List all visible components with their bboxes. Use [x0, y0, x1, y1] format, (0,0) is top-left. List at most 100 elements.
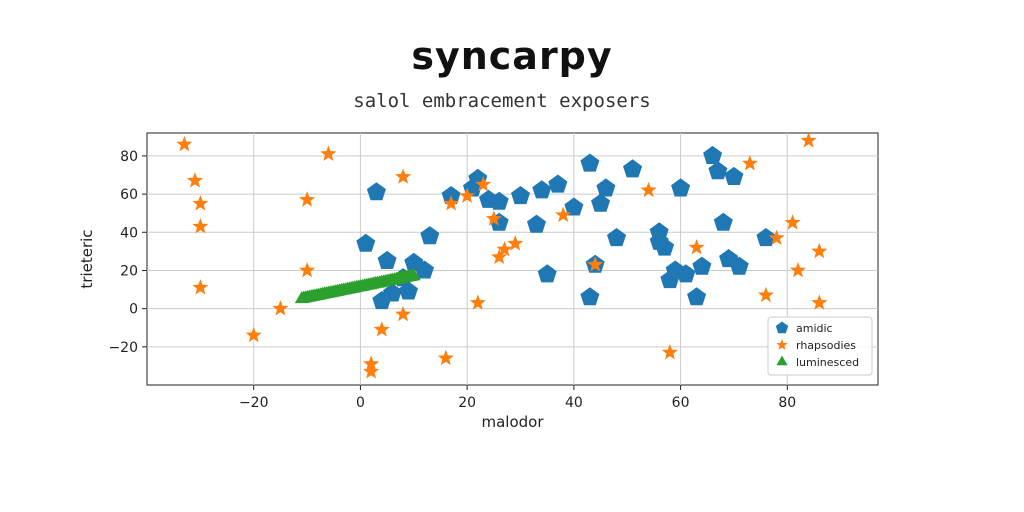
series-luminesced — [294, 268, 421, 304]
amidic-point — [564, 197, 584, 216]
y-tick-label: 20 — [120, 263, 138, 279]
rhapsodies-point — [485, 210, 502, 226]
amidic-point — [356, 233, 376, 252]
x-tick-label: 80 — [778, 395, 796, 411]
data-marks — [176, 133, 828, 379]
y-tick-label: −20 — [108, 340, 138, 356]
rhapsodies-point — [661, 344, 678, 360]
y-tick-label: 0 — [129, 302, 138, 318]
rhapsodies-point — [555, 206, 572, 222]
rhapsodies-point — [757, 286, 774, 303]
amidic-point — [489, 191, 509, 210]
amidic-point — [580, 287, 600, 306]
amidic-point — [607, 228, 627, 247]
rhapsodies-point — [741, 155, 758, 171]
series-rhapsodies — [176, 133, 828, 379]
y-tick-label: 40 — [120, 225, 138, 241]
rhapsodies-point — [299, 262, 316, 278]
amidic-point — [537, 264, 557, 283]
rhapsodies-point — [496, 241, 513, 257]
rhapsodies-point — [395, 305, 412, 322]
legend-label-amidic: amidic — [796, 322, 833, 335]
rhapsodies-point — [186, 172, 204, 188]
rhapsodies-point — [272, 300, 289, 316]
y-axis-label: trieteric — [78, 229, 96, 288]
chart-subtitle: salol embracement exposers — [353, 90, 651, 112]
amidic-point — [441, 186, 461, 205]
rhapsodies-point — [192, 195, 209, 211]
amidic-point — [511, 186, 530, 205]
rhapsodies-point — [395, 168, 412, 184]
rhapsodies-point — [469, 294, 486, 310]
rhapsodies-point — [320, 145, 337, 161]
plot-area — [146, 132, 879, 386]
amidic-point — [729, 256, 749, 275]
rhapsodies-point — [192, 218, 209, 234]
rhapsodies-point — [587, 256, 604, 272]
amidic-point — [532, 180, 552, 199]
amidic-point — [591, 193, 611, 212]
y-tick-label: 80 — [120, 149, 138, 165]
amidic-point — [527, 214, 546, 233]
rhapsodies-point — [811, 294, 828, 310]
x-tick-label: 60 — [672, 395, 690, 411]
rhapsodies-point — [491, 248, 508, 264]
rhapsodies-point — [299, 191, 316, 207]
amidic-point — [649, 231, 669, 250]
luminesced-point — [406, 268, 421, 281]
amidic-point — [724, 166, 744, 185]
axis-ticks: −20 0 20 40 60 80 −20 0 20 40 60 80 — [108, 149, 796, 411]
rhapsodies-point — [437, 349, 454, 366]
rhapsodies-point — [459, 187, 476, 203]
legend: amidic rhapsodies luminesced — [767, 316, 873, 376]
amidic-point — [756, 228, 776, 247]
legend-label-rhapsodies: rhapsodies — [796, 339, 856, 352]
rhapsodies-point — [245, 326, 262, 343]
amidic-point — [377, 250, 397, 269]
amidic-point — [420, 226, 440, 245]
amidic-point — [713, 212, 733, 231]
rhapsodies-point — [789, 262, 806, 278]
x-tick-label: 0 — [356, 395, 365, 411]
amidic-point — [398, 281, 418, 300]
rhapsodies-point — [640, 181, 657, 198]
rhapsodies-point — [443, 195, 460, 211]
rhapsodies-point — [475, 176, 492, 192]
chart-title: syncarpy — [411, 34, 613, 78]
x-axis-label: malodor — [481, 413, 544, 431]
amidic-point — [366, 182, 386, 201]
x-tick-label: −20 — [239, 395, 269, 411]
amidic-point — [671, 178, 691, 197]
legend-marker-luminesced — [776, 355, 788, 366]
amidic-point — [665, 260, 685, 279]
amidic-point — [623, 159, 643, 178]
x-tick-label: 20 — [458, 395, 476, 411]
rhapsodies-point — [507, 235, 524, 251]
amidic-point — [382, 283, 402, 302]
legend-marker-rhapsodies — [776, 339, 788, 350]
rhapsodies-point — [176, 136, 193, 152]
rhapsodies-point — [784, 214, 801, 230]
rhapsodies-point — [811, 242, 828, 259]
rhapsodies-point — [373, 321, 390, 337]
legend-box — [767, 316, 873, 376]
rhapsodies-point — [688, 239, 705, 255]
amidic-point — [692, 256, 712, 275]
amidic-point — [596, 178, 616, 197]
amidic-point — [708, 161, 728, 180]
rhapsodies-point — [768, 229, 785, 245]
legend-label-luminesced: luminesced — [796, 356, 859, 369]
amidic-point — [414, 260, 434, 279]
amidic-point — [687, 287, 707, 306]
grid-lines — [147, 133, 878, 385]
x-tick-label: 40 — [565, 395, 583, 411]
rhapsodies-point — [192, 279, 209, 295]
amidic-point — [703, 145, 723, 164]
rhapsodies-point — [800, 133, 817, 148]
rhapsodies-point — [363, 363, 380, 379]
legend-marker-amidic — [775, 321, 789, 334]
amidic-point — [580, 153, 600, 172]
y-tick-label: 60 — [120, 187, 138, 203]
